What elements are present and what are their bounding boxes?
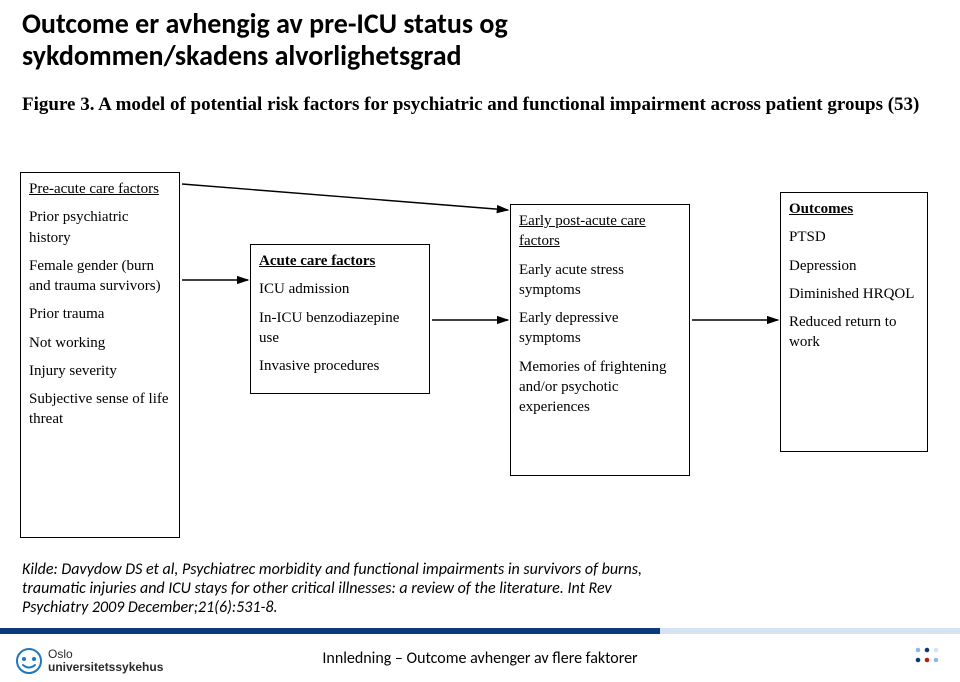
box-item: ICU admission — [259, 279, 421, 299]
slide-title: Outcome er avhengig av pre-ICU status og… — [22, 8, 938, 72]
box-early-header: Early post-acute care factors — [519, 211, 681, 252]
box-pre-acute-care: Pre-acute care factors Prior psychiatric… — [20, 172, 180, 538]
box-item: Depression — [789, 256, 919, 276]
box-acute-header: Acute care factors — [259, 251, 421, 271]
box-item: In-ICU benzodiazepine use — [259, 308, 421, 349]
box-outcomes-header: Outcomes — [789, 199, 919, 219]
box-item: Diminished HRQOL — [789, 284, 919, 304]
box-item: Early depressive symptoms — [519, 308, 681, 349]
box-early-post-acute: Early post-acute care factors Early acut… — [510, 204, 690, 476]
box-item: PTSD — [789, 227, 919, 247]
box-acute-care: Acute care factors ICU admission In-ICU b… — [250, 244, 430, 394]
box-item: Prior psychiatric history — [29, 207, 171, 248]
box-pre-header: Pre-acute care factors — [29, 179, 171, 199]
box-item: Early acute stress symptoms — [519, 260, 681, 301]
box-item: Reduced return to work — [789, 312, 919, 353]
box-item: Subjective sense of life threat — [29, 389, 171, 430]
box-item: Injury severity — [29, 361, 171, 381]
footer-dots-icon — [914, 646, 940, 668]
footer: Oslo universitetssykehus Innledning – Ou… — [0, 634, 960, 682]
box-item: Prior trauma — [29, 304, 171, 324]
box-item: Not working — [29, 333, 171, 353]
title-line-1: Outcome er avhengig av pre-ICU status og — [22, 6, 508, 41]
figure-caption: Figure 3. A model of potential risk fact… — [22, 92, 938, 118]
title-line-2: sykdommen/skadens alvorlighetsgrad — [22, 38, 462, 73]
box-item: Memories of frightening and/or psychotic… — [519, 357, 681, 418]
risk-factor-diagram: Pre-acute care factors Prior psychiatric… — [20, 160, 940, 560]
citation-text: Kilde: Davydow DS et al, Psychiatrec mor… — [22, 560, 642, 618]
box-outcomes: Outcomes PTSD Depression Diminished HRQOL R… — [780, 192, 928, 452]
figure-caption-text: A model of potential risk factors for ps… — [94, 94, 919, 115]
footer-caption: Innledning – Outcome avhenger av flere f… — [0, 649, 960, 668]
box-item: Female gender (burn and trauma survivors… — [29, 256, 171, 297]
figure-number: Figure 3. — [22, 94, 94, 115]
box-item: Invasive procedures — [259, 356, 421, 376]
